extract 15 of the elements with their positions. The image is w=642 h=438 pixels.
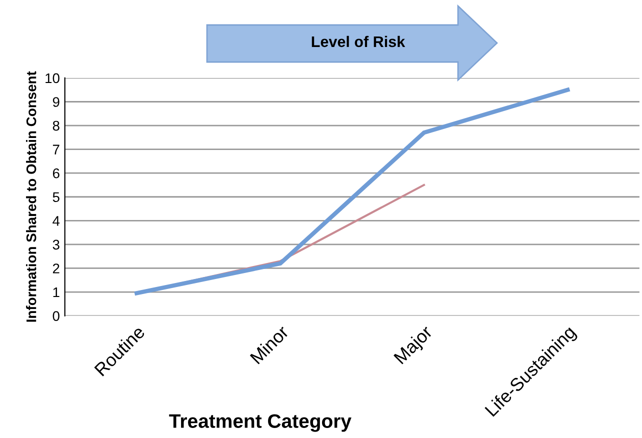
y-tick-label: 8: [52, 120, 60, 131]
y-tick-label: 3: [52, 240, 60, 250]
y-tick-label: 5: [52, 192, 60, 202]
y-tick-label: 7: [52, 144, 60, 154]
x-axis-title: Treatment Category: [169, 414, 352, 432]
y-axis-title: Information Shared to Obtain Consent: [26, 71, 36, 322]
text: Level of Risk: [312, 36, 406, 48]
y-tick-label: 9: [52, 97, 60, 107]
line-series: [134, 88, 570, 296]
y-tick-label: 1: [53, 287, 60, 298]
y-tick-label: 4: [52, 216, 60, 226]
y-tick-label: 6: [52, 168, 60, 178]
y-tick-label: 0: [52, 311, 60, 321]
y-tick-label: 10: [46, 73, 60, 84]
y-tick-label: 2: [52, 264, 60, 274]
